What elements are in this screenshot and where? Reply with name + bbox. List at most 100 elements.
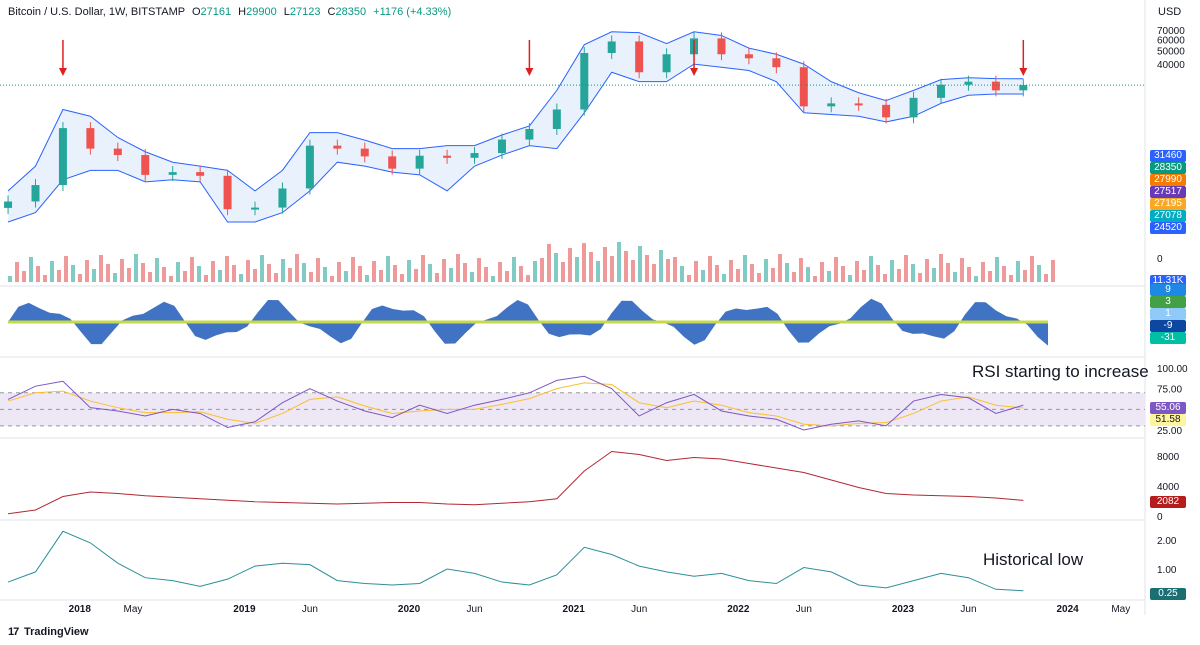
bollinger-lower-line [7, 63, 1024, 223]
open-value: 27161 [200, 6, 232, 18]
time-axis-tick: Jun [467, 604, 483, 615]
volume-bar [960, 258, 964, 282]
open-key: O [191, 6, 201, 18]
volume-bar [337, 262, 341, 282]
volume-bar [365, 275, 369, 282]
signal-arrow-head [525, 68, 534, 76]
tradingview-logo[interactable]: 17 TradingView [8, 626, 89, 638]
volume-bar [393, 265, 397, 282]
volume-bar [470, 272, 474, 282]
price-badge: 0.25 [1150, 588, 1186, 600]
candle-body [497, 139, 506, 154]
high-key: H [238, 6, 247, 18]
volume-bar [449, 268, 453, 282]
rsi-annotation: RSI starting to increase [972, 362, 1149, 381]
tradingview-logo-text: TradingView [24, 626, 89, 638]
volume-bar [239, 274, 243, 282]
volatility-axis-tick: 0 [1157, 512, 1163, 523]
volume-bar [862, 270, 866, 282]
volume-bar [1002, 266, 1006, 282]
rsi-axis-tick: 75.00 [1157, 385, 1182, 396]
volume-bar [596, 261, 600, 282]
price-axis-tick: 0 [1157, 254, 1163, 265]
volume-bar [407, 260, 411, 282]
volume-bar [1051, 260, 1055, 282]
volume-bar [666, 259, 670, 282]
volume-bar [113, 273, 117, 282]
oscillator-area [8, 298, 1048, 346]
close-key: C [327, 6, 336, 18]
volume-bar [155, 258, 159, 282]
volume-bar [974, 276, 978, 282]
volume-bar [568, 248, 572, 282]
volume-bar [1023, 270, 1027, 282]
currency-label[interactable]: USD [1158, 6, 1182, 18]
volume-bar [687, 275, 691, 282]
change-value: +1176 (+4.33%) [373, 6, 452, 18]
candle-body [635, 41, 644, 73]
volume-bar [652, 264, 656, 282]
price-badge: 2082 [1150, 496, 1186, 508]
volatility-axis-tick: 8000 [1157, 452, 1180, 463]
volume-bar [176, 262, 180, 282]
candle-body [168, 172, 177, 175]
volume-bar [484, 267, 488, 282]
volume-bar [995, 257, 999, 282]
candle-body [470, 153, 479, 158]
high-value: 29900 [246, 6, 277, 18]
volume-bar [386, 256, 390, 282]
volume-bar [218, 270, 222, 282]
candle-body [744, 54, 753, 59]
volume-bar [99, 255, 103, 282]
volume-bar [820, 262, 824, 282]
volume-bar [694, 261, 698, 282]
volume-bar [981, 262, 985, 282]
volume-bar [225, 256, 229, 282]
candle-body [827, 103, 836, 107]
volume-bar [295, 254, 299, 282]
volume-bar [533, 261, 537, 282]
volume-bar [463, 263, 467, 282]
hv-annotation: Historical low [983, 550, 1084, 569]
price-badge: 24520 [1150, 222, 1186, 234]
time-axis-tick: 2024 [1056, 604, 1079, 615]
candle-body [113, 148, 122, 156]
volume-bar [799, 258, 803, 282]
volume-bar [253, 269, 257, 282]
volume-bar [379, 270, 383, 282]
time-axis-tick: Jun [960, 604, 976, 615]
volume-bar [946, 263, 950, 282]
candle-body [86, 128, 95, 149]
volume-bar [29, 257, 33, 282]
volume-bar [456, 254, 460, 282]
volume-bar [50, 261, 54, 282]
volume-bar [750, 264, 754, 282]
bollinger-band-fill [8, 31, 1024, 223]
volume-bar [127, 268, 131, 282]
volume-bar [316, 258, 320, 282]
volume-bar [400, 274, 404, 282]
candle-body [717, 38, 726, 55]
volume-bar [764, 259, 768, 282]
price-badge: 27517 [1150, 186, 1186, 198]
candle-body [278, 188, 287, 208]
volume-bar [43, 275, 47, 282]
volume-bar [659, 250, 663, 282]
volume-bar [848, 275, 852, 282]
volume-bar [645, 255, 649, 282]
volume-bar [372, 261, 376, 282]
volume-bar [526, 275, 530, 282]
volume-bar [1016, 261, 1020, 282]
price-badge: 51.58 [1150, 414, 1186, 426]
price-badge: -9 [1150, 320, 1186, 332]
hv-axis-tick: 1.00 [1157, 565, 1177, 576]
rsi-axis-tick: 25.00 [1157, 426, 1182, 437]
volume-bar [988, 271, 992, 282]
volume-bar [288, 268, 292, 282]
candle-body [141, 155, 150, 175]
price-badge: 31460 [1150, 150, 1186, 162]
candle-body [662, 54, 671, 73]
price-badge: 9 [1150, 284, 1186, 296]
volume-bar [729, 260, 733, 282]
candle-body [936, 84, 945, 98]
